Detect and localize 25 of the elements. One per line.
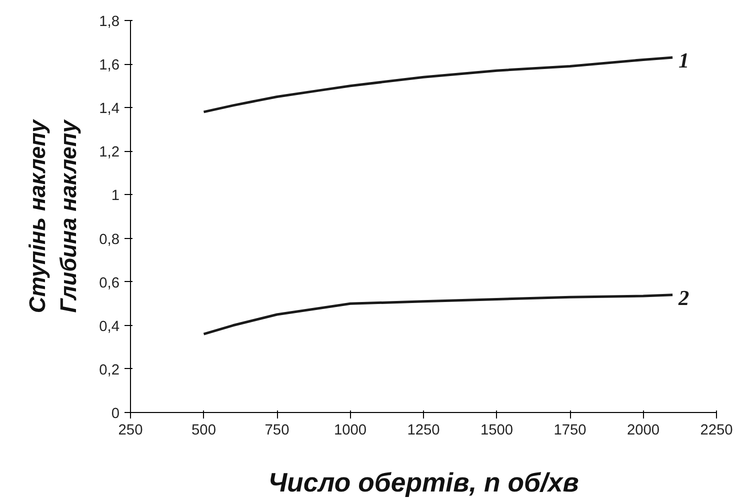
y-tick-label: 1 xyxy=(111,188,120,204)
x-tick-label: 1500 xyxy=(480,422,514,438)
x-tick-label: 250 xyxy=(118,422,143,438)
y-tick-label: 0,8 xyxy=(99,232,120,248)
y-axis-title: Ступінь наклепу Глибина наклепу xyxy=(24,118,82,314)
x-axis-title: Число обертів, n об/хв xyxy=(268,468,579,498)
y-tick-label: 0,4 xyxy=(99,318,120,335)
x-tick-label: 2250 xyxy=(700,422,733,438)
series-label: 1 xyxy=(678,48,690,73)
x-tick-label: 1250 xyxy=(407,422,440,438)
y-tick-label: 1,6 xyxy=(99,58,120,74)
line-series xyxy=(202,294,674,336)
y-tick-label: 0 xyxy=(111,406,120,422)
y-tick-label: 1,2 xyxy=(99,144,120,161)
x-tick-label: 750 xyxy=(264,422,290,438)
x-tick-label: 1750 xyxy=(554,422,586,438)
x-tick-label: 2000 xyxy=(626,422,660,438)
y-tick-label: 0,2 xyxy=(99,362,120,378)
y-tick-label: 0,6 xyxy=(99,275,120,292)
y-tick-label: 1,8 xyxy=(99,14,120,30)
y-tick-label: 1,4 xyxy=(99,101,120,118)
line-series xyxy=(202,56,674,114)
x-tick-label: 500 xyxy=(192,422,216,438)
series-label: 2 xyxy=(678,286,690,310)
x-tick-label: 1000 xyxy=(334,422,367,438)
